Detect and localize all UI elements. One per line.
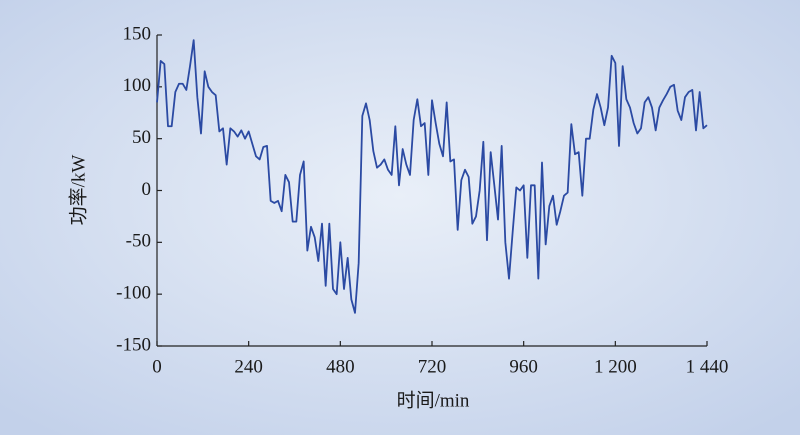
x-tick-label: 0 <box>152 356 162 377</box>
y-tick-label: -50 <box>126 231 151 252</box>
x-tick-label: 480 <box>326 356 355 377</box>
data-line <box>156 39 708 314</box>
x-tick-label: 240 <box>234 356 263 377</box>
y-tick-label: 0 <box>142 179 152 200</box>
x-axis-label: 时间/min <box>397 389 470 411</box>
x-tick-label: 960 <box>509 356 538 377</box>
x-tick-label: 720 <box>418 356 447 377</box>
y-axis-label: 功率/kW <box>67 155 89 226</box>
y-tick-label: 50 <box>132 127 151 148</box>
x-tick-label: 1 200 <box>594 356 637 377</box>
y-tick-label: 100 <box>123 75 152 96</box>
y-tick-label: -100 <box>116 283 151 304</box>
y-tick-label: 150 <box>123 23 152 44</box>
x-tick-label: 1 440 <box>686 356 729 377</box>
y-tick-label: -150 <box>116 334 151 355</box>
